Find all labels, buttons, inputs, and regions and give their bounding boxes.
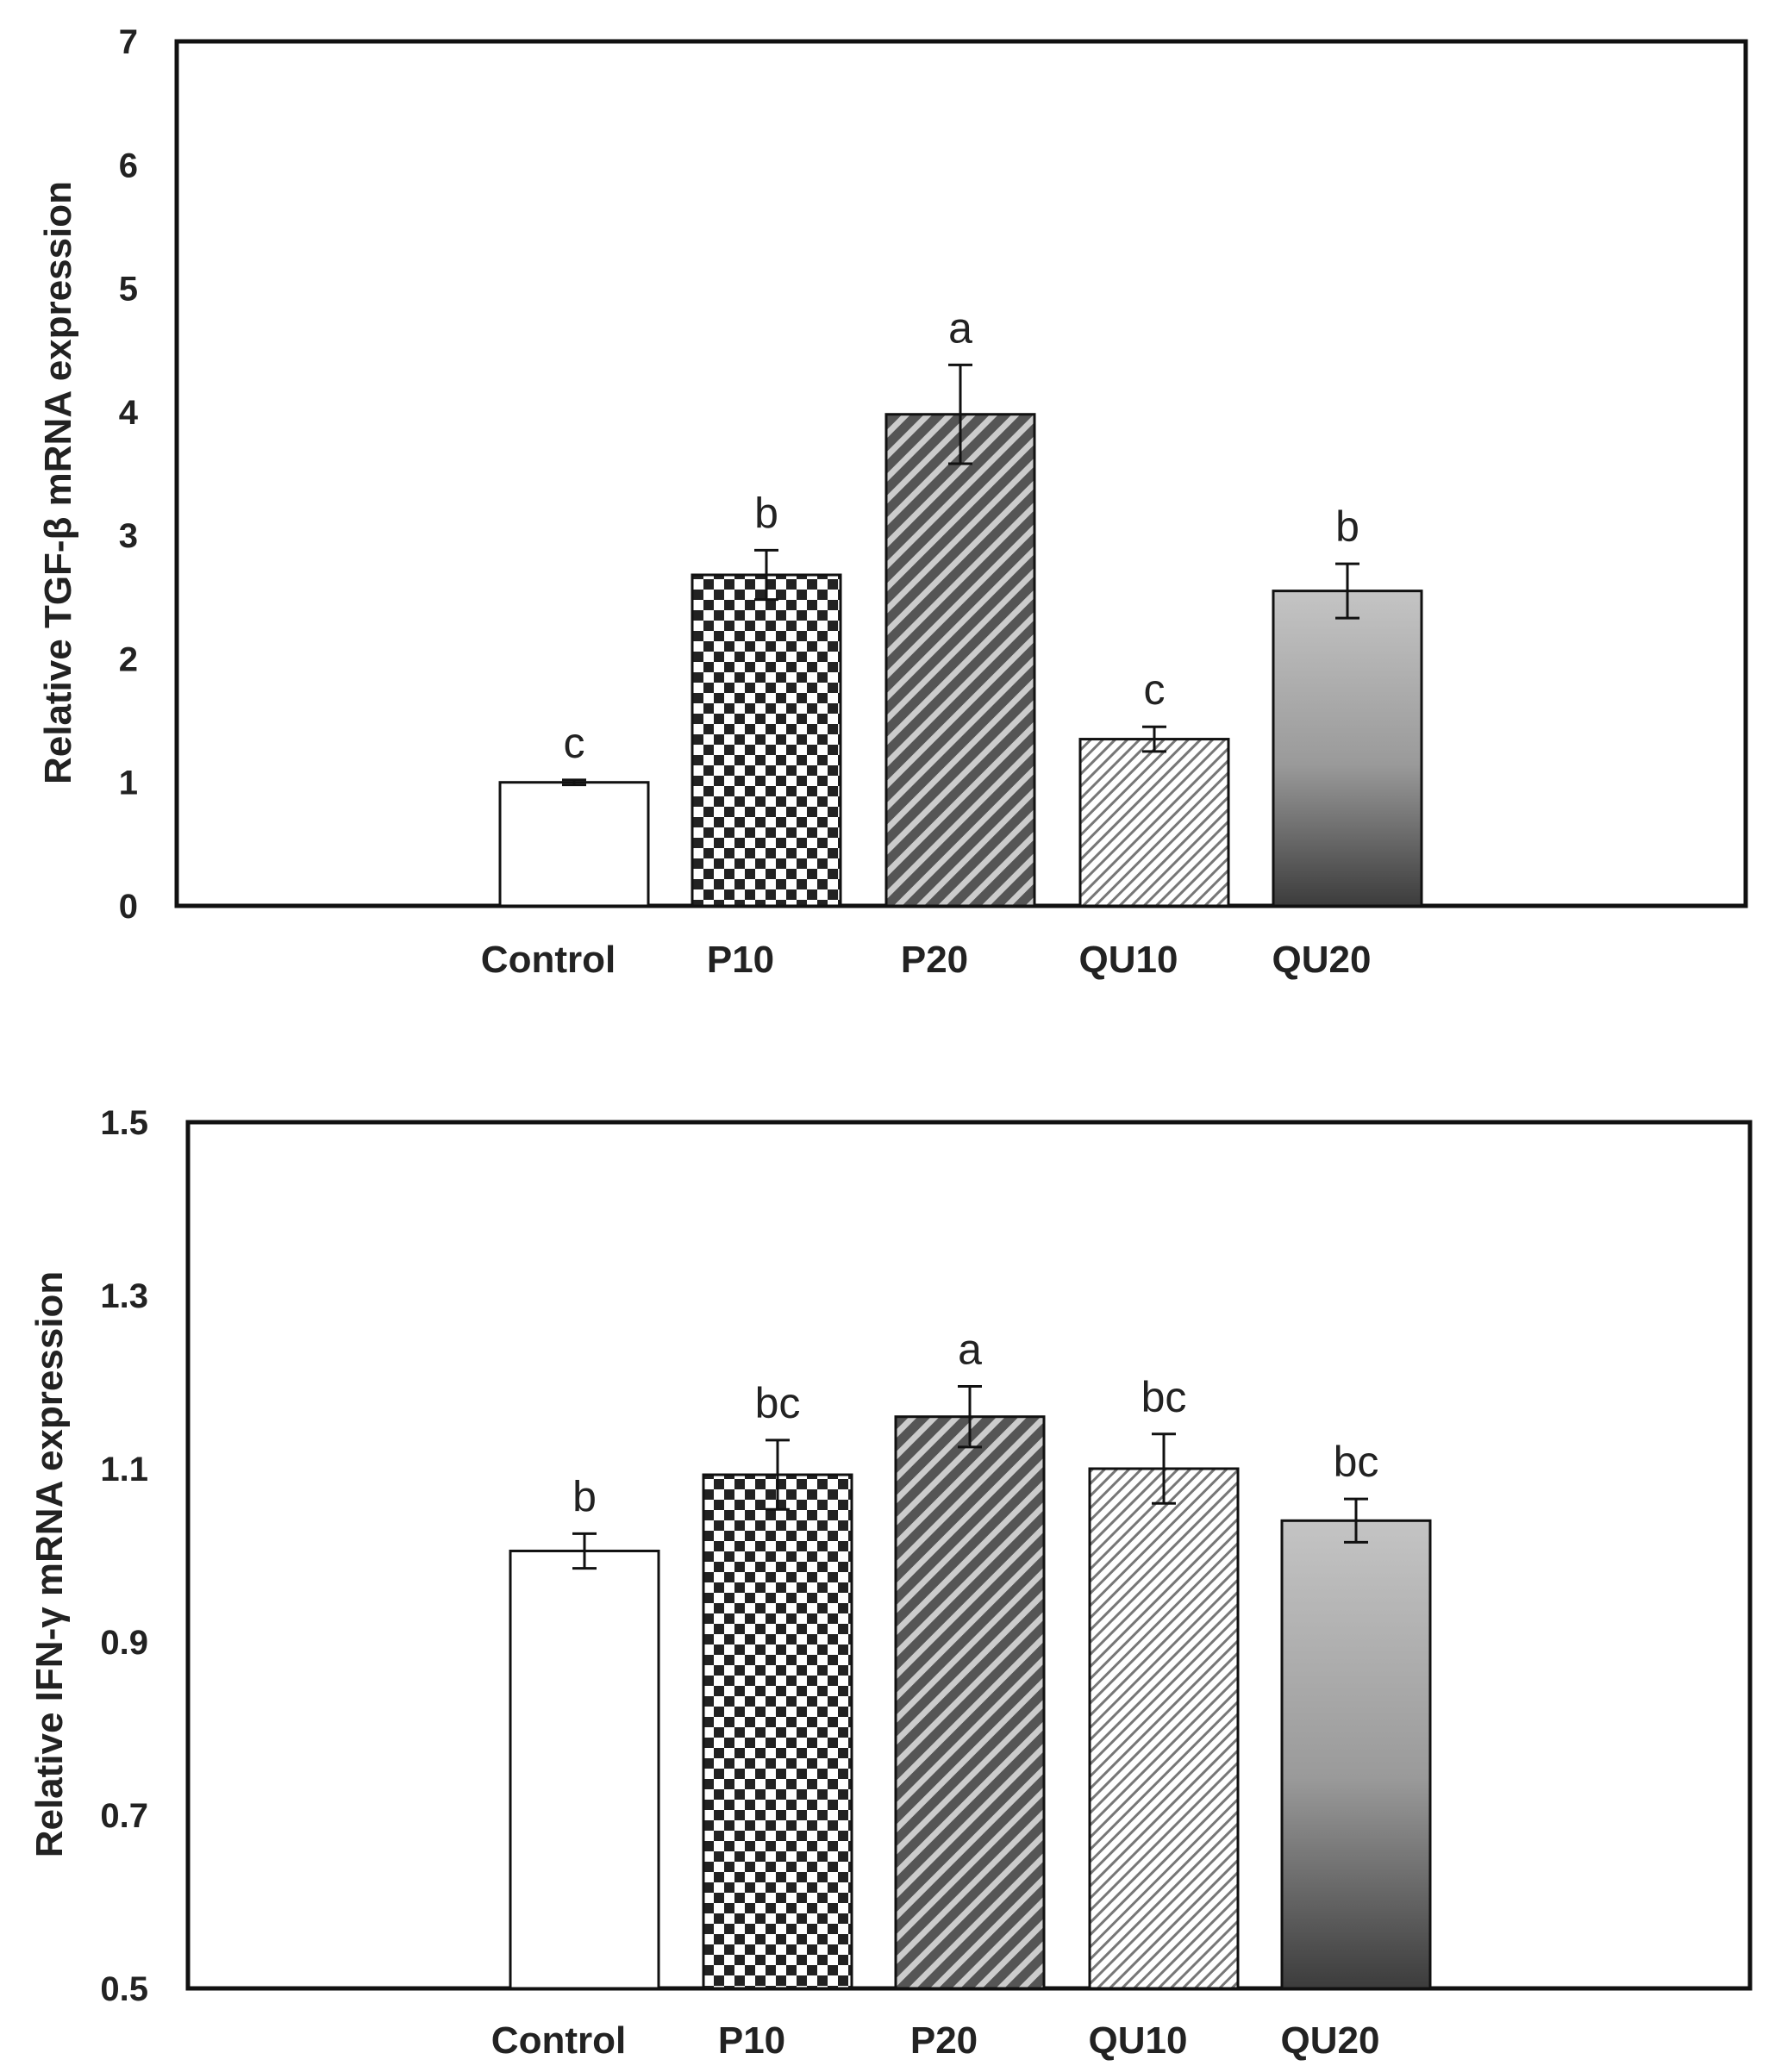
bar-qu20 — [1272, 590, 1423, 908]
bar-p20 — [884, 413, 1036, 908]
category-label: Control — [491, 2019, 626, 2062]
category-label: QU10 — [1089, 2019, 1188, 2062]
category-label: P10 — [707, 939, 774, 981]
y-tick-label: 1 — [119, 765, 138, 802]
y-tick-label: 0 — [119, 888, 138, 926]
bar-p10 — [702, 1473, 853, 1990]
significance-label: bc — [1334, 1438, 1379, 1486]
y-tick-label: 0.9 — [100, 1624, 148, 1662]
bar-qu20 — [1280, 1519, 1432, 1990]
y-tick-label: 1.3 — [100, 1277, 148, 1315]
significance-label: b — [1335, 502, 1359, 551]
significance-label: bc — [1141, 1373, 1187, 1421]
category-label: QU10 — [1079, 939, 1178, 981]
ifn-gamma-chart: Relative IFN-γ mRNA expression 0.5 0.7 0.9… — [28, 1104, 1753, 2062]
y-tick-label: 2 — [119, 640, 138, 678]
significance-label: b — [572, 1472, 597, 1520]
bar-p20 — [894, 1415, 1046, 1990]
bar-qu10 — [1088, 1467, 1240, 1990]
y-tick-label: 0.5 — [100, 1970, 148, 2008]
y-tick-label: 3 — [119, 517, 138, 555]
tgf-beta-chart: Relative TGF-β mRNA expression 01234567 … — [37, 23, 1748, 981]
significance-label: bc — [755, 1379, 801, 1427]
y-tick-label: 1.1 — [100, 1451, 148, 1488]
y-tick-label: 4 — [119, 394, 139, 432]
y-tick-label: 1.5 — [100, 1104, 148, 1142]
category-label: Control — [481, 939, 616, 981]
category-label: QU20 — [1272, 939, 1372, 981]
category-label: P20 — [910, 2019, 978, 2062]
significance-label: a — [948, 303, 972, 352]
category-label: P20 — [901, 939, 968, 981]
y-tick-label: 5 — [119, 271, 138, 309]
category-label: P10 — [718, 2019, 785, 2062]
bar-control — [498, 781, 650, 908]
category-label: QU20 — [1281, 2019, 1380, 2062]
y-axis-label: Relative TGF-β mRNA expression — [37, 181, 79, 784]
bar-qu10 — [1078, 738, 1230, 908]
significance-label: c — [564, 719, 585, 767]
bar-control — [509, 1549, 660, 1990]
y-tick-label: 0.7 — [100, 1797, 148, 1835]
y-tick-label: 6 — [119, 147, 138, 184]
y-tick-label: 7 — [119, 23, 138, 61]
bar-p10 — [691, 573, 842, 908]
significance-label: c — [1144, 665, 1166, 714]
significance-label: a — [958, 1326, 982, 1374]
significance-label: b — [754, 489, 778, 537]
y-axis-label: Relative IFN-γ mRNA expression — [28, 1271, 71, 1858]
